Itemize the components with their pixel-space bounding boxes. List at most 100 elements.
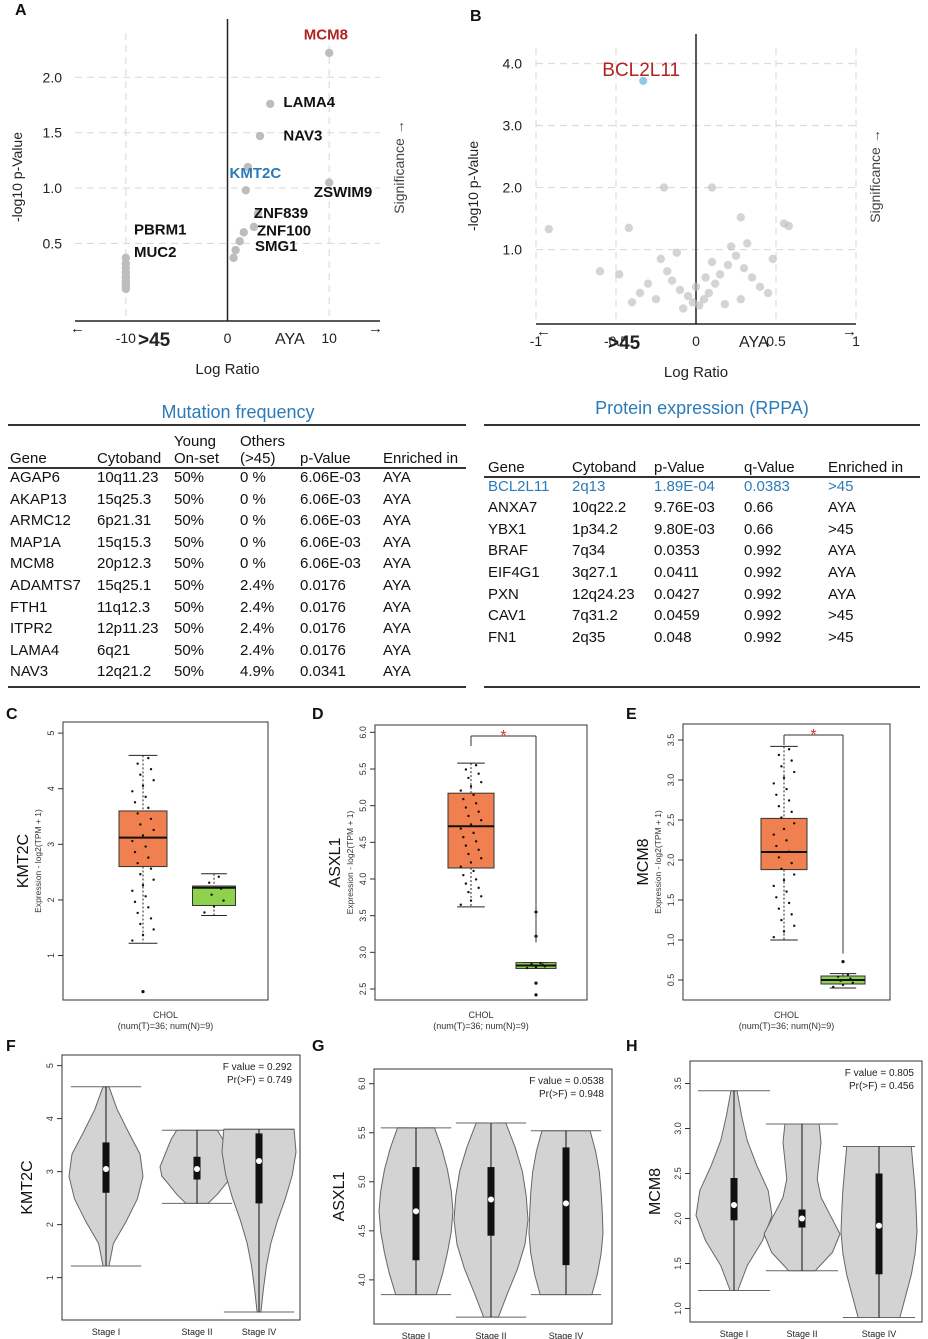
jitter-point xyxy=(464,882,468,885)
x-tick-label: Stage II xyxy=(181,1327,212,1337)
mutation-table-header: Gene Cytoband Young On-set Others (>45) … xyxy=(10,427,465,467)
data-point xyxy=(731,251,741,260)
jitter-point xyxy=(462,873,465,877)
plot-frame xyxy=(682,723,891,1001)
jitter-point xyxy=(782,879,786,882)
jitter-point xyxy=(782,827,786,831)
table-cell: 50% xyxy=(174,663,205,681)
table-cell: 0 % xyxy=(240,555,266,573)
jitter-point xyxy=(777,753,781,757)
table-cell: 0.0459 xyxy=(654,607,700,625)
point-label: ZNF839 xyxy=(254,205,308,222)
panel-label-e: E xyxy=(626,706,637,723)
x-tick-label: Stage I xyxy=(720,1329,749,1339)
outlier-point xyxy=(534,993,538,997)
jitter-point xyxy=(477,886,480,890)
jitter-point xyxy=(477,848,480,851)
table-cell: 7q31.2 xyxy=(572,607,618,625)
y-tick-label: 5 xyxy=(46,731,56,736)
y-tick-label: 0.5 xyxy=(666,974,676,987)
table-cell: 9.76E-03 xyxy=(654,499,715,517)
jitter-point xyxy=(839,979,842,982)
jitter-point xyxy=(147,756,150,760)
jitter-point xyxy=(133,850,137,854)
data-point xyxy=(691,282,701,291)
jitter-point xyxy=(772,833,775,836)
pr-f-label: Pr(>F) = 0.456 xyxy=(849,1081,914,1092)
table-cell: 2q35 xyxy=(572,628,606,646)
violin-plot-mcm8: 1.0 1.5 2.0 2.5 3.0 3.5 MCM8 F value = 0.805 Pr(… xyxy=(647,1060,923,1339)
panel-label-h: H xyxy=(626,1038,638,1055)
jitter-point xyxy=(147,856,150,859)
jitter-point xyxy=(459,865,462,868)
jitter-point xyxy=(217,875,220,878)
table-cell: 4.9% xyxy=(240,663,275,681)
jitter-point xyxy=(472,831,475,835)
y-tick-label: 0.5 xyxy=(43,235,63,251)
x-tick-label: -0.5 xyxy=(604,333,628,349)
data-point xyxy=(627,298,637,307)
panel-label-a: A xyxy=(15,2,27,19)
y-tick-label: 5.5 xyxy=(358,763,368,776)
x-axis-label: Log Ratio xyxy=(664,364,728,381)
table-cell: 2.4% xyxy=(240,620,275,638)
jitter-point xyxy=(469,861,473,864)
significance-label: Significance → xyxy=(391,120,407,213)
protein-table-row: BRAF 7q34 0.0353 0.992 AYA xyxy=(488,540,918,562)
jitter-point xyxy=(787,799,791,802)
y-tick-label: 4.0 xyxy=(358,873,368,886)
jitter-point xyxy=(787,748,791,751)
x-tick-label: Stage II xyxy=(786,1329,817,1339)
table-cell: AYA xyxy=(383,620,411,638)
mutation-table-title: Mutation frequency xyxy=(161,402,315,422)
data-point xyxy=(701,273,710,282)
box xyxy=(118,810,168,868)
panel-label-b: B xyxy=(470,8,482,25)
plot-frame xyxy=(373,1068,613,1325)
boxplot-kmt2c: 1 2 3 4 5 KMT2C Expression - log2(TPM + 1) CHOL… xyxy=(15,721,269,1031)
jitter-point xyxy=(136,812,139,815)
violin-median xyxy=(731,1202,737,1208)
protein-table-top-rule xyxy=(484,424,920,426)
plot-frame xyxy=(62,721,269,1001)
point-label: ZNF100 xyxy=(257,223,311,240)
table-cell: MCM8 xyxy=(10,555,55,573)
x-tick-label: 10 xyxy=(321,330,337,346)
table-cell: 0 % xyxy=(240,469,266,486)
jitter-point xyxy=(147,806,150,810)
jitter-point xyxy=(530,962,533,966)
jitter-point xyxy=(772,884,775,888)
jitter-point xyxy=(780,816,783,819)
table-cell: FN1 xyxy=(488,628,517,646)
x-tick-label: Stage IV xyxy=(862,1329,897,1339)
jitter-point xyxy=(131,939,134,942)
jitter-point xyxy=(149,867,153,870)
x-tick-label: Stage I xyxy=(92,1327,121,1337)
left-group-label: >45 xyxy=(138,330,171,351)
table-cell: 0.048 xyxy=(654,628,692,646)
violin-median xyxy=(876,1222,882,1229)
y-tick-label: 1.0 xyxy=(43,180,63,196)
table-cell: 50% xyxy=(174,598,205,616)
mutation-table-row: MAP1A 15q15.3 50% 0 % 6.06E-03 AYA xyxy=(10,532,465,554)
gene-label: MCM8 xyxy=(635,838,652,885)
x-tick-label: 0 xyxy=(224,330,232,346)
jitter-point xyxy=(464,806,468,809)
jitter-point xyxy=(152,928,155,931)
jitter-point xyxy=(772,782,775,785)
jitter-point xyxy=(474,764,478,767)
table-cell: AYA xyxy=(828,563,856,581)
x-tick-label: Stage IV xyxy=(242,1327,277,1337)
violin-median xyxy=(563,1200,569,1207)
mutation-table-row: MCM8 20p12.3 50% 0 % 6.06E-03 AYA xyxy=(10,553,465,575)
data-point xyxy=(679,304,688,313)
table-cell: AYA xyxy=(828,499,856,517)
table-cell: AYA xyxy=(383,490,411,508)
table-cell: 50% xyxy=(174,641,205,659)
mutation-table: Gene Cytoband Young On-set Others (>45) … xyxy=(10,427,465,683)
violin-median xyxy=(799,1215,805,1222)
jitter-point xyxy=(780,867,783,871)
jitter-point xyxy=(139,922,142,926)
data-point xyxy=(736,213,745,222)
violin-median xyxy=(488,1196,494,1203)
